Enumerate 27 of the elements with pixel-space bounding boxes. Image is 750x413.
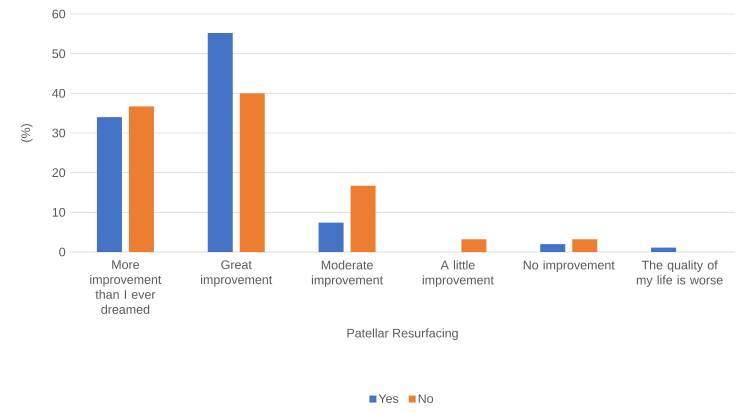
y-tick-label: 10: [52, 208, 66, 217]
bar: [461, 239, 486, 252]
x-tick-label: More improvement than I ever dreamed: [90, 260, 162, 314]
bar: [572, 239, 598, 252]
legend-label: Yes: [378, 394, 398, 404]
y-tick-label: 30: [52, 128, 66, 138]
x-axis-title: Patellar Resurfacing: [347, 328, 458, 340]
bar: [651, 248, 676, 252]
y-tick-label: 0: [59, 248, 66, 256]
legend-label: No: [418, 394, 434, 404]
bar: [128, 106, 154, 252]
x-tick-label: Moderate improvement: [312, 260, 383, 287]
x-tick-label: A little improvement: [422, 260, 494, 287]
x-tick-label: The quality of my life is worse: [636, 260, 723, 287]
bar: [318, 222, 344, 252]
bar: [240, 93, 265, 252]
y-tick-label: 50: [52, 49, 66, 58]
y-tick-label: 60: [52, 10, 66, 18]
y-tick-label: 40: [52, 88, 66, 98]
x-tick-label: No improvement: [524, 260, 615, 272]
y-tick-label: 20: [52, 168, 66, 178]
y-axis-title: (%): [20, 124, 33, 142]
x-tick-label: Great improvement: [201, 260, 272, 287]
bar: [350, 186, 376, 252]
bar: [208, 33, 233, 252]
bar: [540, 244, 566, 252]
bar: [96, 117, 122, 252]
